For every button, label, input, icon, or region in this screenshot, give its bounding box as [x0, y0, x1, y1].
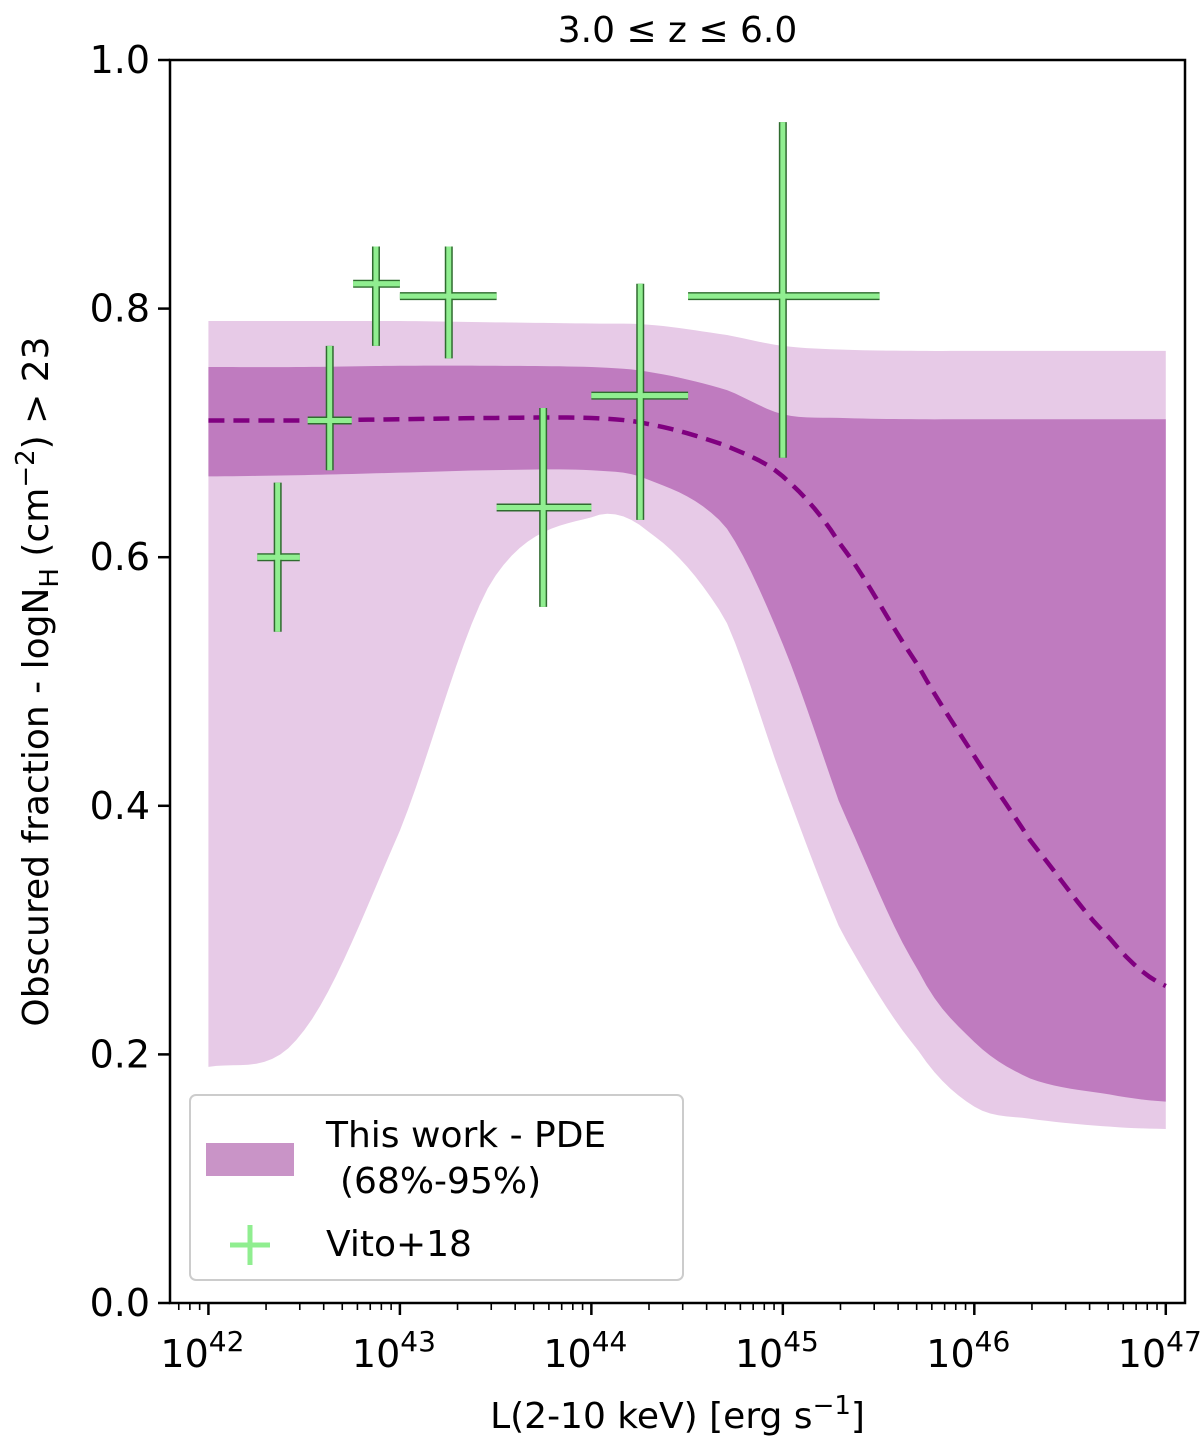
vito18-errorbars: [257, 122, 880, 632]
x-tick-label: 1042: [160, 1325, 244, 1376]
x-axis-ticks: 1042 1043 1044 1045 1046 1047: [160, 1303, 1200, 1376]
x-tick-exp: 47: [1166, 1325, 1200, 1358]
x-tick-exp: 46: [975, 1325, 1011, 1358]
legend-label-vito18: Vito+18: [326, 1224, 472, 1265]
y-axis-label: Obscured fraction - logNH (cm−2) > 23: [11, 336, 65, 1026]
legend-marker-vito18: [230, 1225, 270, 1265]
x-tick-exp: 43: [400, 1325, 436, 1358]
band-68-area: [208, 365, 1166, 1102]
y-axis-label-exp: −2: [11, 449, 41, 487]
median-line: [208, 415, 1167, 989]
y-tick-label: 0.2: [90, 1032, 150, 1076]
x-tick-base: 10: [352, 1332, 400, 1376]
legend-label-pde-range: (68%-95%): [340, 1161, 541, 1202]
vito18-point: [496, 408, 592, 607]
plot-frame: [168, 58, 1187, 1305]
x-tick-label: 1043: [352, 1325, 436, 1376]
x-axis-label: L(2-10 keV) [erg s−1]: [490, 1391, 865, 1437]
y-axis-ticks: 0.0 0.2 0.4 0.6 0.8 1.0: [90, 38, 170, 1325]
y-tick-label: 1.0: [90, 38, 150, 82]
vito18-point: [688, 122, 880, 458]
x-tick-exp: 42: [209, 1325, 245, 1358]
legend-label-pde: This work - PDE: [325, 1115, 606, 1156]
legend-box: [189, 1094, 684, 1281]
x-tick-base: 10: [926, 1332, 974, 1376]
y-axis-label-sub: H: [35, 568, 65, 588]
y-tick-label: 0.0: [90, 1281, 150, 1325]
x-tick-exp: 44: [592, 1325, 628, 1358]
x-tick-base: 10: [543, 1332, 591, 1376]
y-tick-label: 0.4: [90, 784, 150, 828]
x-axis-label-exp: −1: [813, 1391, 851, 1421]
confidence-band-68: [208, 365, 1166, 1102]
x-tick-label: 1044: [543, 1325, 627, 1376]
y-axis-label-part1: Obscured fraction - logN: [16, 588, 57, 1027]
y-tick-label: 0.8: [90, 287, 150, 331]
x-tick-label: 1047: [1118, 1325, 1200, 1376]
x-tick-label: 1045: [735, 1325, 819, 1376]
x-tick-base: 10: [735, 1332, 783, 1376]
x-tick-base: 10: [160, 1332, 208, 1376]
vito18-point: [307, 345, 352, 471]
y-axis-label-part3: ) > 23: [16, 336, 57, 449]
x-axis-label-main: L(2-10 keV) [erg s: [490, 1396, 813, 1437]
chart-title: 3.0 ≤ z ≤ 6.0: [558, 10, 798, 51]
vito18-point: [591, 283, 689, 520]
x-tick-base: 10: [1118, 1332, 1166, 1376]
median-line-layer: [208, 415, 1167, 989]
vito18-point: [399, 246, 497, 359]
x-axis-label-end: ]: [851, 1396, 865, 1437]
legend-swatch-pde: [206, 1143, 294, 1176]
vito18-point: [353, 246, 400, 346]
x-tick-exp: 45: [783, 1325, 819, 1358]
y-tick-label: 0.6: [90, 535, 150, 579]
x-tick-label: 1046: [926, 1325, 1010, 1376]
legend: This work - PDE (68%-95%) Vito+18: [189, 1094, 684, 1281]
y-axis-label-part2: (cm: [16, 488, 57, 568]
vito18-point: [257, 482, 300, 632]
